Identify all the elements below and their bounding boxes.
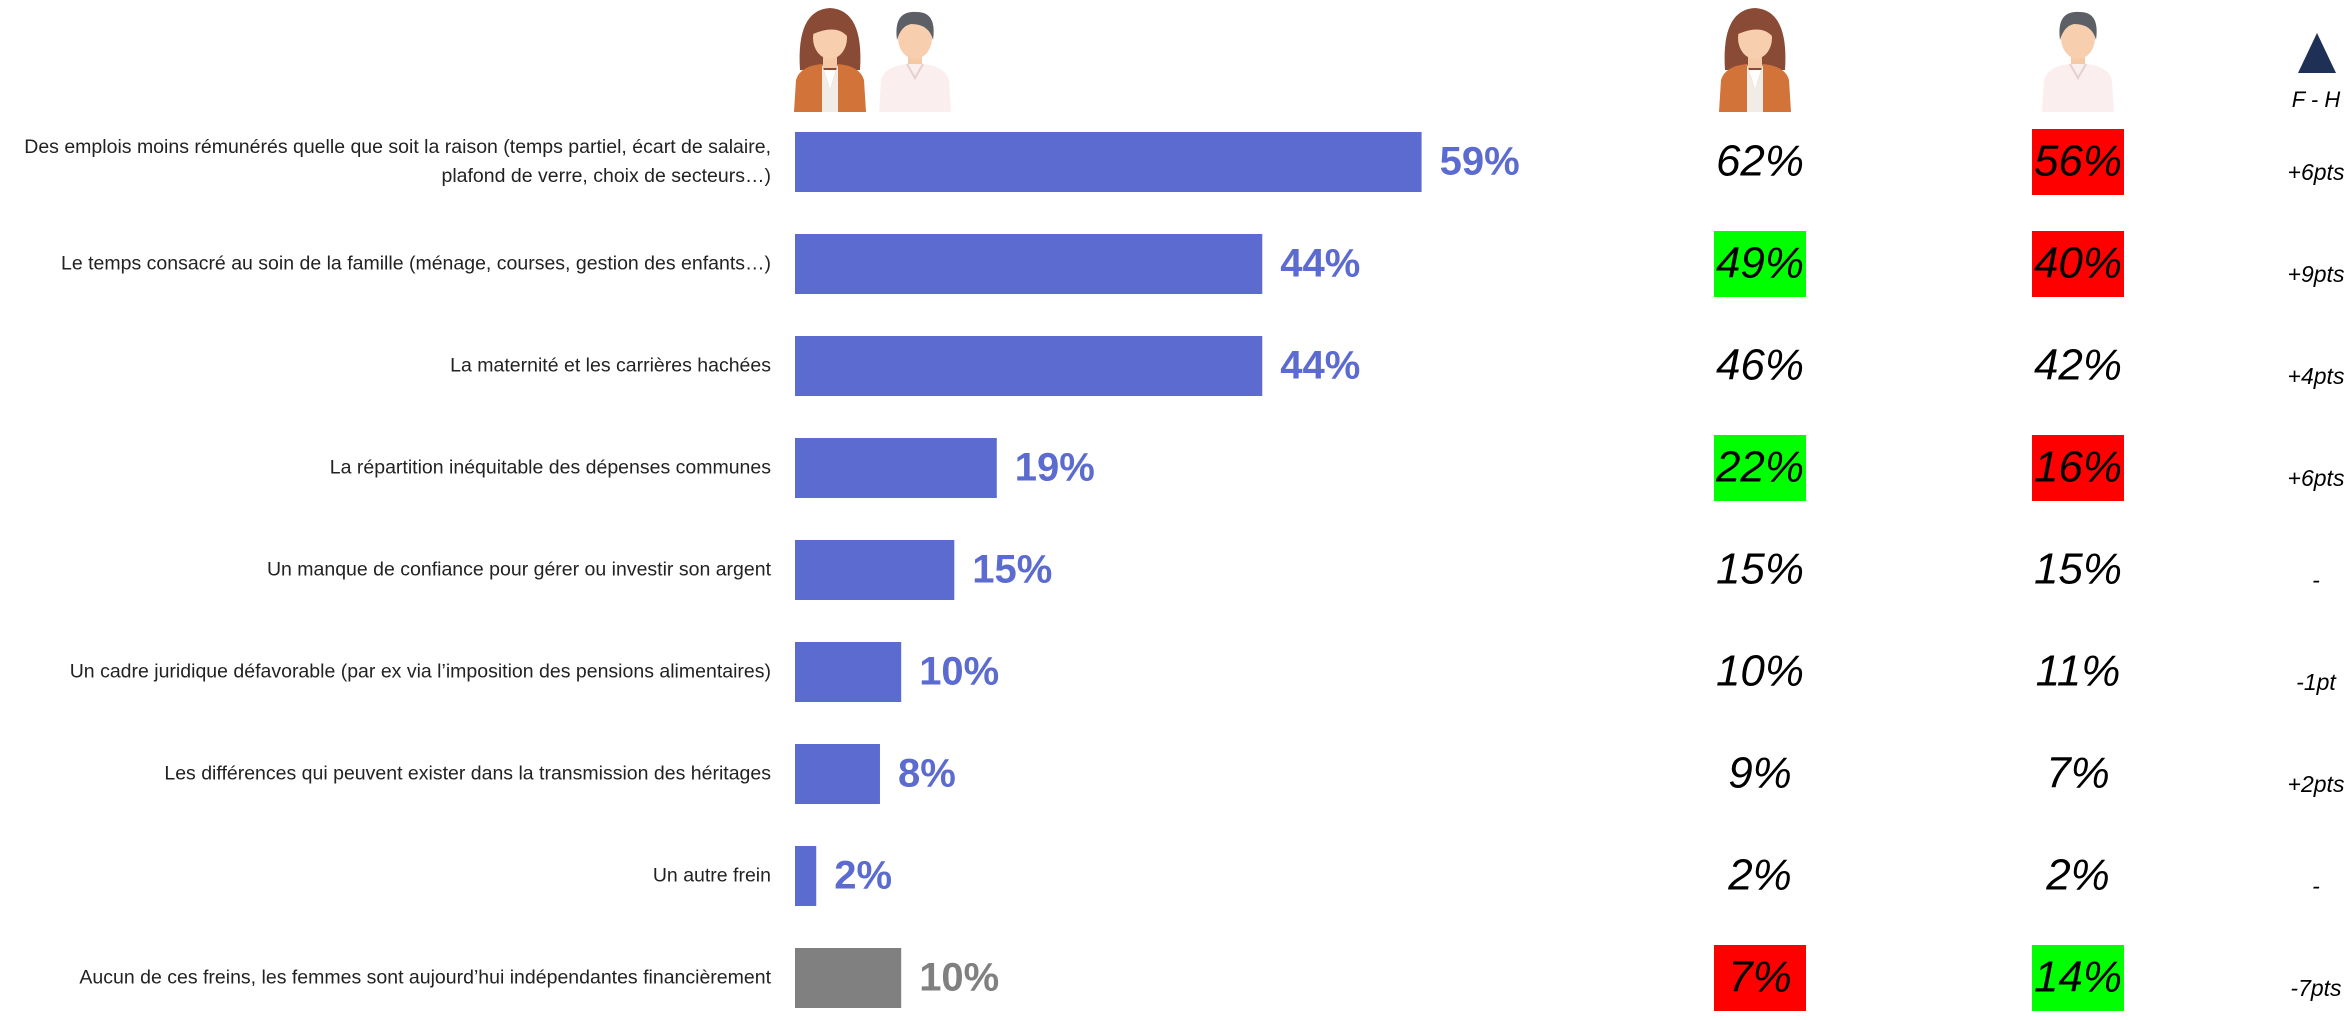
women-cell: 62%: [1716, 137, 1804, 186]
category-label: Des emplois moins rémunérés quelle que s…: [24, 136, 771, 187]
cell-highlight: [2032, 945, 2124, 1011]
bar: [795, 438, 997, 498]
women-cell: 15%: [1716, 545, 1804, 594]
diff-header: F - H: [2292, 87, 2341, 112]
category-label: Un autre frein: [652, 864, 771, 887]
value-label: 44%: [1280, 344, 1360, 388]
delta-icon: [2298, 33, 2336, 73]
value-label: 59%: [1440, 140, 1520, 184]
women-cell: 2%: [1727, 851, 1792, 900]
category-label: La maternité et les carrières hachées: [450, 354, 771, 377]
cell-highlight: [1714, 435, 1806, 501]
men-cell: 56%: [2034, 137, 2122, 186]
bar: [795, 744, 880, 804]
diff-cell: +6pts: [2288, 465, 2345, 491]
cell-highlight: [2032, 129, 2124, 195]
cell-highlight: [2032, 231, 2124, 297]
women-cell: 10%: [1716, 647, 1804, 696]
men-cell: 16%: [2034, 443, 2122, 492]
woman-icon: [794, 8, 866, 112]
diff-cell: +6pts: [2288, 159, 2345, 185]
cell-highlight: [1714, 945, 1806, 1011]
bar: [795, 846, 817, 906]
value-label: 10%: [919, 956, 999, 1000]
women-cell: 7%: [1728, 953, 1792, 1002]
value-label: 2%: [834, 854, 892, 898]
diff-cell: +2pts: [2288, 771, 2345, 797]
category-label: Aucun de ces freins, les femmes sont auj…: [79, 966, 771, 989]
men-cell: 40%: [2034, 239, 2122, 288]
bar: [795, 540, 955, 600]
bar: [795, 948, 902, 1008]
value-label: 8%: [898, 752, 956, 796]
diff-cell: -1pt: [2296, 669, 2337, 695]
diff-cell: +4pts: [2288, 363, 2345, 389]
man-icon: [878, 10, 952, 113]
cell-highlight: [2032, 435, 2124, 501]
men-cell: 2%: [2045, 851, 2110, 900]
men-cell: 14%: [2034, 953, 2122, 1002]
value-label: 44%: [1280, 242, 1360, 286]
category-label: Le temps consacré au soin de la famille …: [61, 252, 771, 275]
bar: [795, 336, 1263, 396]
value-label: 19%: [1015, 446, 1095, 490]
men-cell: 15%: [2034, 545, 2122, 594]
men-cell: 42%: [2034, 341, 2122, 390]
diff-cell: +9pts: [2288, 261, 2345, 287]
bar: [795, 642, 902, 702]
men-cell: 11%: [2036, 647, 2121, 696]
man-icon: [2041, 10, 2115, 113]
woman-icon: [1719, 8, 1791, 112]
bar: [795, 132, 1422, 192]
category-label: Les différences qui peuvent exister dans…: [164, 762, 771, 785]
women-cell: 22%: [1715, 443, 1804, 492]
diff-cell: -: [2312, 567, 2320, 593]
diff-cell: -: [2312, 873, 2320, 899]
diff-cell: -7pts: [2290, 975, 2342, 1001]
category-label: La répartition inéquitable des dépenses …: [329, 456, 771, 479]
men-cell: 7%: [2046, 749, 2110, 798]
bar: [795, 234, 1263, 294]
value-label: 15%: [972, 548, 1052, 592]
women-cell: 49%: [1716, 239, 1804, 288]
value-label: 10%: [919, 650, 999, 694]
women-cell: 9%: [1728, 749, 1792, 798]
cell-highlight: [1714, 231, 1806, 297]
category-label: Un manque de confiance pour gérer ou inv…: [266, 558, 771, 581]
women-cell: 46%: [1716, 341, 1804, 390]
category-label: Un cadre juridique défavorable (par ex v…: [69, 660, 771, 683]
